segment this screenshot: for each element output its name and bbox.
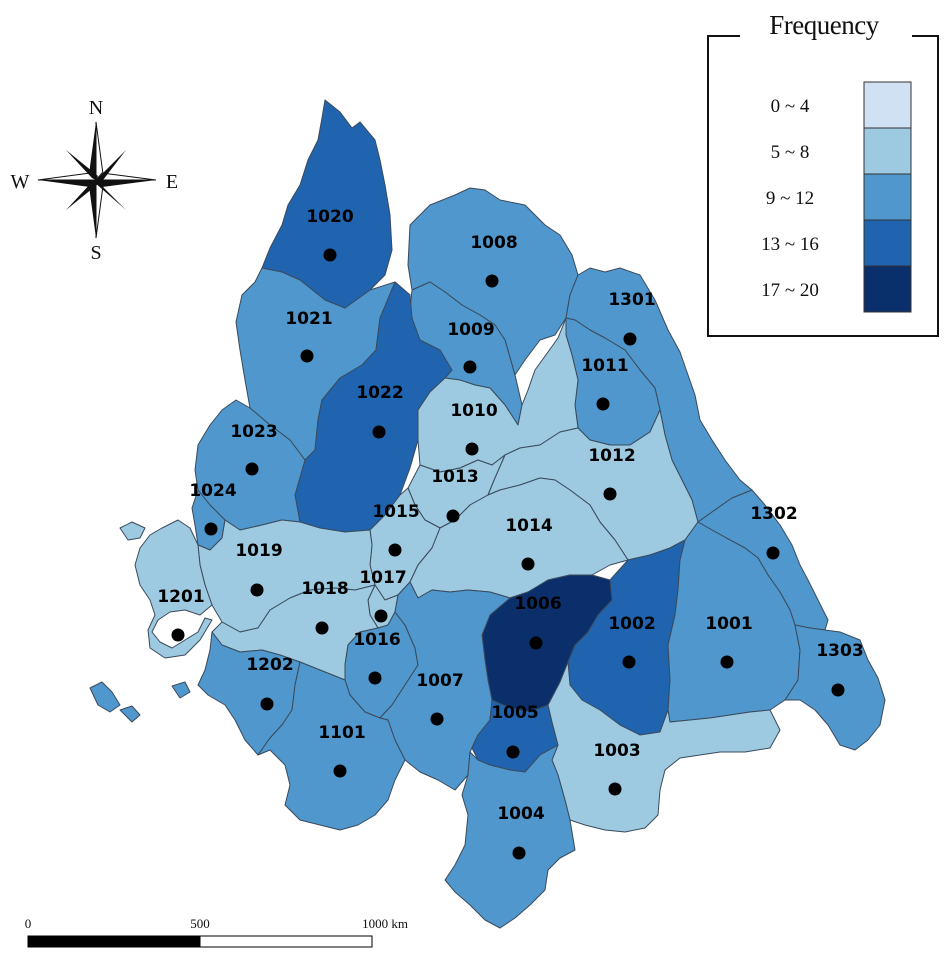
compass-west: W xyxy=(11,171,30,193)
legend-swatch-4 xyxy=(863,265,912,313)
region-label-1101: 1101 xyxy=(318,723,365,743)
centroid-dot-1202 xyxy=(260,697,274,711)
region-label-1023: 1023 xyxy=(230,422,277,442)
centroid-dot-1001 xyxy=(720,655,734,669)
region-label-1014: 1014 xyxy=(505,516,552,536)
compass-south: S xyxy=(90,242,101,264)
centroid-dot-1007 xyxy=(430,712,444,726)
scale-tick-1000: 1000 km xyxy=(362,916,408,931)
region-label-1005: 1005 xyxy=(491,703,538,723)
centroid-dot-1101 xyxy=(333,764,347,778)
centroid-dot-1301 xyxy=(623,332,637,346)
region-label-1004: 1004 xyxy=(497,804,544,824)
centroid-dot-1005 xyxy=(506,745,520,759)
legend-label-1: 5 ~ 8 xyxy=(771,142,810,163)
legend-title: Frequency xyxy=(769,10,879,40)
region-1004[interactable] xyxy=(444,744,576,929)
legend-swatch-0 xyxy=(863,81,912,129)
legend-swatch-3 xyxy=(863,219,912,267)
centroid-dot-1023 xyxy=(245,462,259,476)
region-label-1019: 1019 xyxy=(235,541,282,561)
region-1101[interactable] xyxy=(257,661,406,831)
scale-bar: 0 500 1000 km xyxy=(25,916,408,948)
region-1001[interactable] xyxy=(667,521,801,723)
legend-label-3: 13 ~ 16 xyxy=(761,234,819,255)
region-label-1021: 1021 xyxy=(285,309,332,329)
centroid-dot-1020 xyxy=(323,248,337,262)
region-1201[interactable] xyxy=(134,519,213,659)
centroid-dot-1006 xyxy=(529,636,543,650)
region-label-1001: 1001 xyxy=(705,614,752,634)
legend: Frequency 0 ~ 4 5 ~ 8 9 ~ 12 13 ~ 16 17 ~ 20 xyxy=(707,10,939,337)
region-label-1011: 1011 xyxy=(581,356,628,376)
centroid-dot-1010 xyxy=(465,442,479,456)
centroid-dot-1017 xyxy=(374,609,388,623)
island xyxy=(89,681,121,713)
centroid-dot-1302 xyxy=(766,546,780,560)
centroid-dot-1004 xyxy=(512,846,526,860)
island xyxy=(119,521,146,541)
region-label-1018: 1018 xyxy=(301,579,348,599)
region-label-1016: 1016 xyxy=(353,630,400,650)
centroid-dot-1015 xyxy=(388,543,402,557)
scale-tick-0: 0 xyxy=(25,916,32,931)
centroid-dot-1002 xyxy=(622,655,636,669)
compass-east: E xyxy=(166,171,178,193)
centroid-dot-1013 xyxy=(446,509,460,523)
region-label-1024: 1024 xyxy=(189,481,236,501)
centroid-dot-1008 xyxy=(485,274,499,288)
region-label-1010: 1010 xyxy=(450,401,497,421)
region-label-1303: 1303 xyxy=(816,641,863,661)
legend-label-0: 0 ~ 4 xyxy=(771,96,810,117)
centroid-dot-1003 xyxy=(608,782,622,796)
centroid-dot-1021 xyxy=(300,349,314,363)
centroid-dot-1009 xyxy=(463,360,477,374)
region-label-1009: 1009 xyxy=(447,320,494,340)
region-label-1020: 1020 xyxy=(306,207,353,227)
island xyxy=(171,681,191,699)
legend-label-4: 17 ~ 20 xyxy=(761,280,819,301)
centroid-dot-1201 xyxy=(171,628,185,642)
region-label-1015: 1015 xyxy=(372,502,419,522)
compass-north: N xyxy=(89,97,103,119)
region-label-1003: 1003 xyxy=(593,741,640,761)
region-label-1202: 1202 xyxy=(246,655,293,675)
centroid-dot-1019 xyxy=(250,583,264,597)
region-label-1301: 1301 xyxy=(608,290,655,310)
centroid-dot-1024 xyxy=(204,522,218,536)
centroid-dot-1014 xyxy=(521,557,535,571)
region-label-1012: 1012 xyxy=(588,446,635,466)
legend-label-2: 9 ~ 12 xyxy=(766,188,814,209)
region-label-1006: 1006 xyxy=(514,594,561,614)
legend-swatch-2 xyxy=(863,173,912,221)
region-label-1017: 1017 xyxy=(359,568,406,588)
centroid-dot-1012 xyxy=(603,487,617,501)
centroid-dot-1022 xyxy=(372,425,386,439)
centroid-dot-1303 xyxy=(831,683,845,697)
scale-tick-500: 500 xyxy=(190,916,210,931)
region-label-1302: 1302 xyxy=(750,504,797,524)
region-label-1008: 1008 xyxy=(470,233,517,253)
region-label-1007: 1007 xyxy=(416,671,463,691)
region-label-1022: 1022 xyxy=(356,383,403,403)
centroid-dot-1016 xyxy=(368,671,382,685)
region-label-1201: 1201 xyxy=(157,587,204,607)
region-label-1002: 1002 xyxy=(608,614,655,634)
legend-swatch-1 xyxy=(863,127,912,175)
centroid-dot-1018 xyxy=(315,621,329,635)
centroid-dot-1011 xyxy=(596,397,610,411)
region-label-1013: 1013 xyxy=(431,467,478,487)
compass-rose: N S W E xyxy=(11,97,179,264)
island xyxy=(119,705,141,723)
